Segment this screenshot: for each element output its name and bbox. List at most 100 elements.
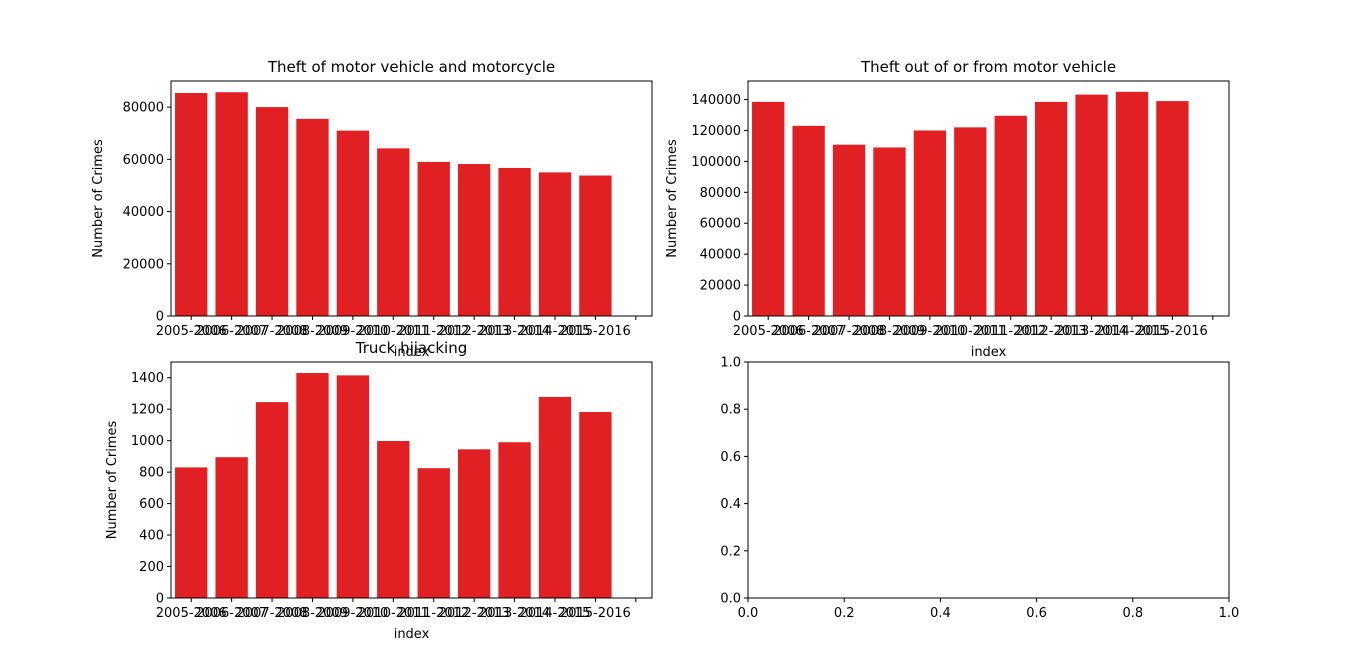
y-axis-label: Number of Crimes [665, 139, 680, 258]
x-tick-label: 2015-2016 [1137, 324, 1208, 339]
axes-frame [747, 80, 1230, 317]
y-tick-label: 0 [156, 592, 164, 607]
chart-title: Truck hijacking [355, 339, 468, 357]
bar [498, 442, 531, 598]
bar [457, 164, 491, 316]
bar [1115, 91, 1149, 317]
x-tick-label: 2012-2013 [439, 324, 510, 339]
bar [296, 373, 329, 598]
x-tick-label: 2012-2013 [1016, 324, 1087, 339]
bar [1034, 101, 1068, 317]
subplot-1: 0200004000060000800002005-20062006-20072… [91, 58, 653, 360]
x-tick-label: 2010-2011 [935, 324, 1006, 339]
bar [417, 468, 450, 598]
bar [417, 161, 450, 316]
bar [296, 118, 329, 316]
bar [215, 457, 248, 598]
y-axis-label: Number of Crimes [105, 421, 120, 540]
x-tick-label: 2005-2006 [156, 324, 227, 339]
y-tick-label: 0 [156, 310, 164, 325]
x-tick-label: 2005-2006 [156, 606, 227, 621]
bar [336, 375, 370, 598]
y-tick-label: 40000 [700, 248, 741, 263]
y-tick-label: 800 [139, 466, 164, 481]
bar [752, 101, 785, 317]
y-axis-label: Number of Crimes [91, 139, 106, 258]
x-tick-label: 1.0 [1219, 606, 1240, 621]
subplot-4: 0.00.0 0.2 0.2 0.4 0.4 0.6 0.6 0.8 0.8 1.0 1.0 [720, 356, 1239, 622]
subplot-2: 0 20000 40000 60000 80000 100000 120000 140000 2… [665, 58, 1230, 360]
x-tick-label: 2006-2007 [773, 324, 844, 339]
y-tick-label: 1000 [131, 434, 164, 449]
y-tick-label: 1200 [131, 403, 164, 418]
x-tick-label: 2008-2009 [854, 324, 925, 339]
x-tick-label: 2013-2014 [1056, 324, 1127, 339]
y-tick-label: 20000 [123, 257, 164, 272]
bar [457, 449, 491, 598]
y-tick-label: 0.2 [720, 544, 741, 559]
x-axis-label: index [394, 627, 430, 642]
y-tick-label: 400 [139, 529, 164, 544]
bar [498, 167, 531, 316]
bar [255, 107, 289, 316]
axes-frame [170, 361, 653, 599]
bar [832, 144, 866, 316]
x-tick-label: 0.8 [1122, 606, 1143, 621]
bar [175, 93, 208, 316]
x-tick-label: 2009-2010 [317, 324, 388, 339]
y-tick-label: 60000 [700, 217, 741, 232]
x-tick-label: 0.2 [834, 606, 855, 621]
y-tick-label: 1.0 [720, 356, 741, 371]
bar [538, 172, 572, 316]
x-tick-label: 2008-2009 [277, 606, 348, 621]
x-tick-label: 2005-2006 [733, 324, 804, 339]
x-tick-label: 0.6 [1026, 606, 1047, 621]
y-tick-label: 20000 [700, 279, 741, 294]
x-tick-label: 2008-2009 [277, 324, 348, 339]
x-tick-label: 2014-2015 [1097, 324, 1168, 339]
x-tick-label: 2007-2008 [237, 606, 308, 621]
y-tick-label: 1400 [131, 371, 164, 386]
bar [579, 412, 612, 598]
x-tick-label: 2010-2011 [358, 324, 429, 339]
chart-title: Theft out of or from motor vehicle [860, 58, 1116, 76]
y-tick-label: 0.6 [720, 450, 741, 465]
bar [377, 148, 410, 316]
y-tick-label: 140000 [691, 93, 741, 108]
bar [336, 130, 370, 316]
bar [1075, 94, 1108, 317]
x-tick-label: 2015-2016 [560, 606, 631, 621]
x-tick-label: 2014-2015 [520, 324, 591, 339]
bar [175, 467, 208, 598]
bar [579, 175, 612, 316]
x-tick-label: 2013-2014 [479, 324, 550, 339]
bar [913, 130, 947, 316]
x-tick-label: 2013-2014 [479, 606, 550, 621]
x-tick-label: 2007-2008 [814, 324, 885, 339]
x-tick-label: 2006-2007 [196, 606, 267, 621]
x-tick-label: 2009-2010 [894, 324, 965, 339]
x-tick-label: 2011-2012 [975, 324, 1046, 339]
bar [873, 147, 906, 316]
y-tick-label: 120000 [691, 124, 741, 139]
y-tick-label: 0.8 [720, 403, 741, 418]
bar [538, 396, 572, 598]
x-tick-label: 2010-2011 [358, 606, 429, 621]
bar [215, 92, 248, 316]
x-tick-label: 0.0 [738, 606, 759, 621]
x-tick-label: 2014-2015 [520, 606, 591, 621]
y-tick-label: 80000 [700, 186, 741, 201]
y-tick-label: 80000 [123, 101, 164, 116]
y-tick-label: 100000 [691, 155, 741, 170]
y-tick-label: 600 [139, 497, 164, 512]
x-tick-label: 2011-2012 [398, 606, 469, 621]
axes-frame [747, 361, 1230, 599]
x-axis-label: index [394, 345, 430, 360]
x-tick-label: 2007-2008 [237, 324, 308, 339]
y-tick-label: 0.0 [720, 592, 741, 607]
subplot-3: 0 200 400 600 800 1000 1200 1400 2005-20062006-2… [105, 339, 653, 642]
y-tick-label: 0 [733, 310, 741, 325]
bar [255, 402, 289, 598]
x-tick-label: 2015-2016 [560, 324, 631, 339]
